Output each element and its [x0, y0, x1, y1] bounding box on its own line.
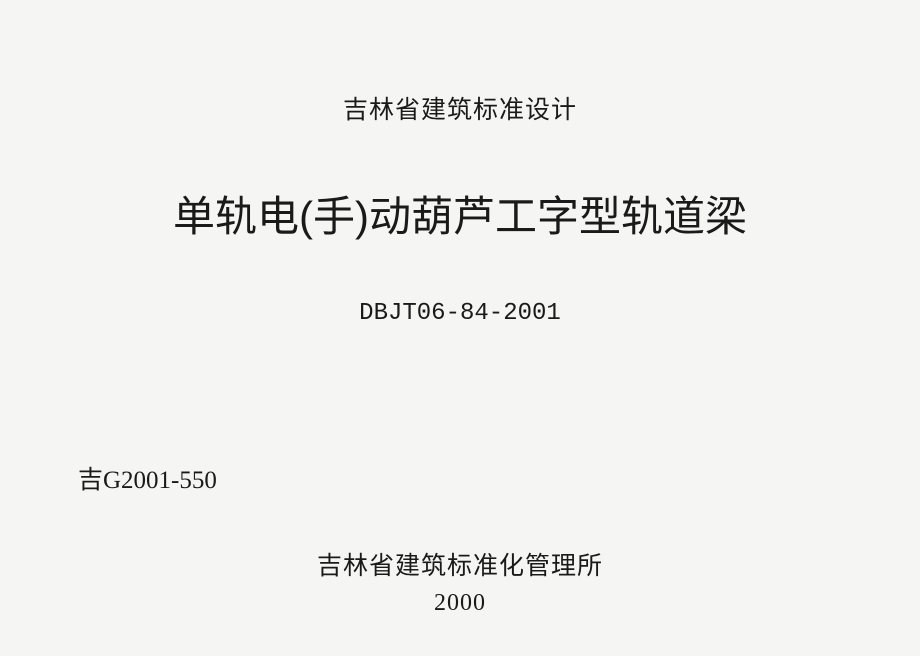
publication-year: 2000	[0, 590, 920, 617]
document-number: 吉G2001-550	[78, 460, 217, 496]
standard-code: DBJT06-84-2001	[0, 300, 920, 327]
province-standard-header: 吉林省建筑标准设计	[0, 90, 920, 126]
document-title: 单轨电(手)动葫芦工字型轨道梁	[0, 183, 920, 244]
publisher-name: 吉林省建筑标准化管理所	[0, 546, 920, 582]
document-cover-page: 吉林省建筑标准设计 单轨电(手)动葫芦工字型轨道梁 DBJT06-84-2001…	[0, 0, 920, 656]
